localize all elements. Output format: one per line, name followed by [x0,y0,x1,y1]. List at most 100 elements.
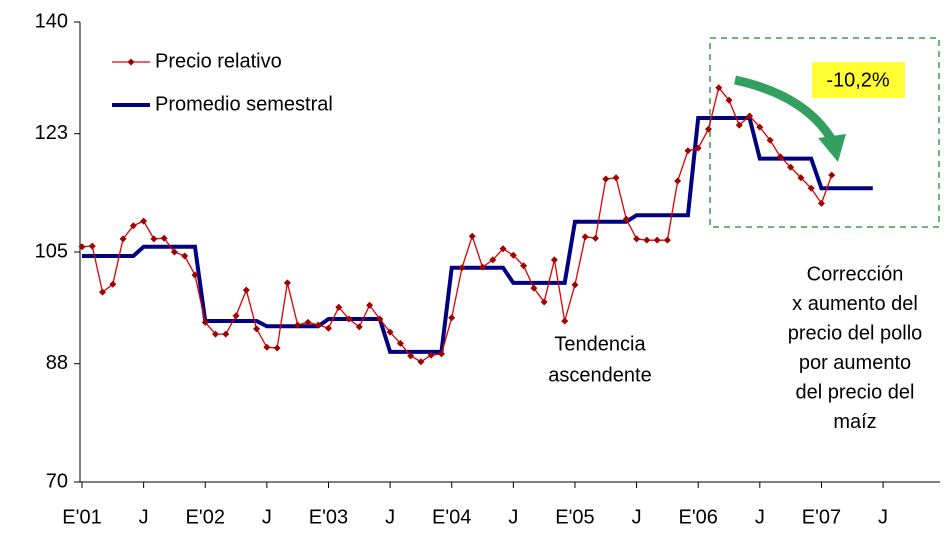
series-line [82,115,873,354]
arrow-head [818,134,846,162]
y-tick-label: 123 [35,122,68,144]
marker [581,233,589,241]
marker [684,147,692,155]
change-box [812,62,905,98]
marker [550,256,558,264]
marker [694,144,702,152]
marker [283,279,291,287]
marker [355,323,363,331]
marker [828,171,836,179]
marker [273,344,281,352]
marker [817,199,825,207]
x-tick-label: E'05 [555,506,594,528]
x-tick-label: E'01 [62,506,101,528]
x-tick-label: J [385,506,395,528]
marker [324,324,332,332]
marker [653,236,661,244]
x-tick-label: E'07 [802,506,841,528]
x-tick-label: J [755,506,765,528]
marker [622,215,630,223]
marker [807,184,815,192]
marker [335,303,343,311]
y-tick-label: 88 [46,352,68,374]
marker [540,298,548,306]
marker [602,175,610,183]
marker [99,288,107,296]
correction-note: maíz [833,411,876,433]
marker [787,163,795,171]
marker [797,174,805,182]
marker [479,263,487,271]
legend-label: Precio relativo [155,50,282,72]
x-tick-label: J [508,506,518,528]
marker [314,321,322,329]
x-tick-label: E'06 [678,506,717,528]
x-tick-label: J [632,506,642,528]
marker [530,284,538,292]
x-tick-label: E'04 [432,506,471,528]
correction-note: precio del pollo [788,322,923,344]
marker [571,281,579,289]
marker [448,314,456,322]
arrow [734,75,836,143]
marker [715,84,723,92]
marker [170,248,178,256]
x-tick-label: E'02 [186,506,225,528]
marker [674,177,682,185]
marker [407,352,415,360]
marker [756,123,764,131]
marker [109,280,117,288]
marker [427,351,435,359]
marker [437,350,445,358]
marker [263,343,271,351]
marker [119,235,127,243]
marker [561,317,569,325]
y-tick-label: 140 [35,10,68,32]
marker [140,217,148,225]
marker [253,325,261,333]
marker [78,243,86,251]
correction-note: Corrección [807,263,904,285]
marker [396,339,404,347]
marker [417,358,425,366]
x-tick-label: J [139,506,149,528]
y-tick-label: 70 [46,470,68,492]
marker [509,251,517,259]
y-tick-label: 105 [35,240,68,262]
marker [386,328,394,336]
marker [376,315,384,323]
marker [612,174,620,182]
marker [735,121,743,129]
marker [746,112,754,120]
marker [242,286,250,294]
marker [592,234,599,242]
marker [643,236,651,244]
marker [222,330,230,338]
legend-marker [127,58,135,66]
marker [458,264,466,272]
marker [201,318,209,326]
marker [232,312,240,320]
marker [489,256,497,264]
marker [294,321,302,329]
marker [776,153,784,161]
marker [704,125,712,133]
marker [725,96,733,104]
trend-note: Tendencia [554,333,646,355]
correction-note: por aumento [799,352,911,374]
marker [520,262,528,270]
trend-note: ascendente [548,364,651,386]
change-label: -10,2% [826,69,890,91]
marker [191,271,199,279]
series-line [81,86,833,363]
marker [468,232,476,240]
marker [129,222,137,230]
marker [150,235,158,243]
legend-label: Promedio semestral [155,93,333,115]
x-tick-label: J [262,506,272,528]
marker [633,235,641,243]
marker [181,252,189,260]
marker [766,136,774,144]
correction-note: x aumento del [792,293,918,315]
